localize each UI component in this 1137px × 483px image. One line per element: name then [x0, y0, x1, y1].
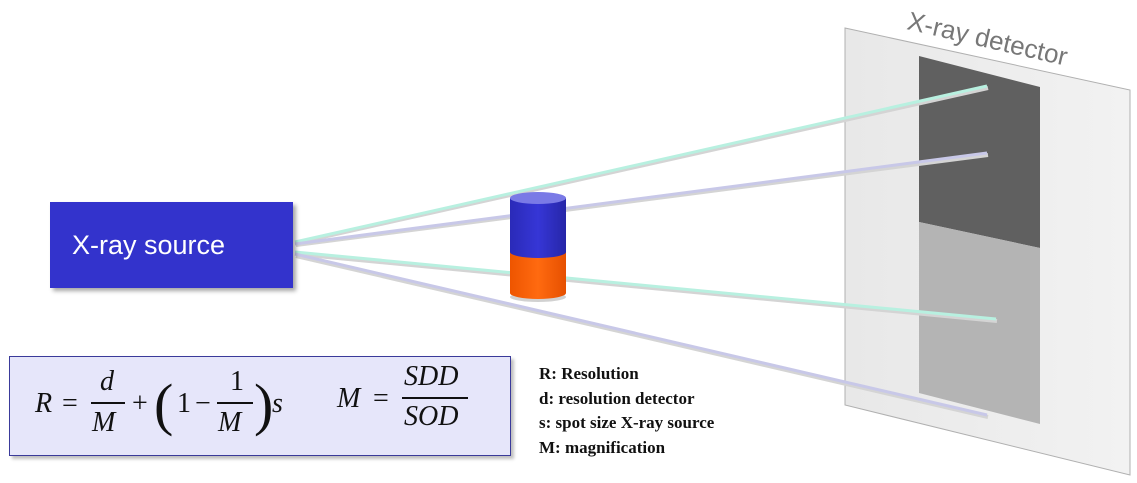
legend-item-M: M: magnification: [539, 437, 666, 457]
legend-item-s: s: spot size X-ray source: [539, 413, 715, 432]
formula-equals-2: =: [373, 383, 389, 414]
formula-d: d: [100, 366, 114, 397]
formula-one: 1: [177, 388, 191, 419]
formula-M-1: M: [92, 407, 116, 438]
formula-plus: +: [132, 388, 148, 419]
ray-lower-middle: [294, 250, 998, 323]
formula-fraction-bar-2: [217, 402, 253, 404]
formula-right-paren: ): [254, 372, 274, 437]
formula-s: s: [272, 388, 283, 419]
detector-light-region: [919, 222, 1040, 424]
ray-bottom: [294, 252, 989, 419]
formula-box: R = d M + ( 1 − 1 M ) s M = SDD SOD: [9, 356, 511, 456]
ray-top: [294, 84, 989, 245]
formula-fraction-bar-3: [402, 397, 468, 399]
formula-fraction-bar-1: [91, 402, 125, 404]
ray-upper-middle: [294, 151, 989, 247]
formula-M-2: M: [218, 407, 242, 438]
formula-one-numerator: 1: [230, 366, 244, 397]
formula-minus: −: [195, 388, 211, 419]
variable-legend: R: Resolution d: resolution detector s: …: [539, 362, 714, 460]
legend-item-R: R: Resolution: [539, 364, 639, 383]
formula-equals: =: [62, 388, 78, 419]
formula-SDD: SDD: [404, 361, 459, 392]
object-cylinder: [510, 192, 566, 302]
formula-SOD: SOD: [404, 401, 459, 432]
detector-dark-region: [919, 56, 1040, 248]
legend-item-d: d: resolution detector: [539, 388, 695, 408]
formula-R: R: [35, 388, 53, 419]
formula-M-magnification: M: [337, 383, 361, 414]
formula-left-paren: (: [154, 372, 174, 437]
xray-source-label: X-ray source: [72, 229, 226, 260]
xray-source-box: X-ray source: [50, 202, 293, 288]
